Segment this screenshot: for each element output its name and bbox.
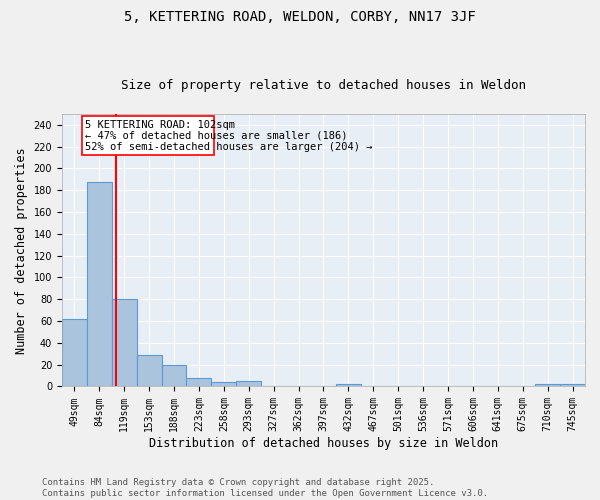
Text: 5, KETTERING ROAD, WELDON, CORBY, NN17 3JF: 5, KETTERING ROAD, WELDON, CORBY, NN17 3… [124, 10, 476, 24]
Bar [87, 182, 112, 386]
Y-axis label: Number of detached properties: Number of detached properties [15, 147, 28, 354]
Bar [62, 319, 87, 386]
Text: 52% of semi-detached houses are larger (204) →: 52% of semi-detached houses are larger (… [85, 142, 373, 152]
FancyBboxPatch shape [82, 116, 214, 156]
Text: 5 KETTERING ROAD: 102sqm: 5 KETTERING ROAD: 102sqm [85, 120, 235, 130]
Bar [137, 355, 161, 386]
Bar [535, 384, 560, 386]
Bar [560, 384, 585, 386]
X-axis label: Distribution of detached houses by size in Weldon: Distribution of detached houses by size … [149, 437, 498, 450]
Bar [187, 378, 211, 386]
Text: Contains HM Land Registry data © Crown copyright and database right 2025.
Contai: Contains HM Land Registry data © Crown c… [42, 478, 488, 498]
Bar [112, 300, 137, 386]
Bar [236, 381, 261, 386]
Title: Size of property relative to detached houses in Weldon: Size of property relative to detached ho… [121, 79, 526, 92]
Bar [161, 364, 187, 386]
Bar [336, 384, 361, 386]
Text: ← 47% of detached houses are smaller (186): ← 47% of detached houses are smaller (18… [85, 131, 347, 141]
Bar [211, 382, 236, 386]
